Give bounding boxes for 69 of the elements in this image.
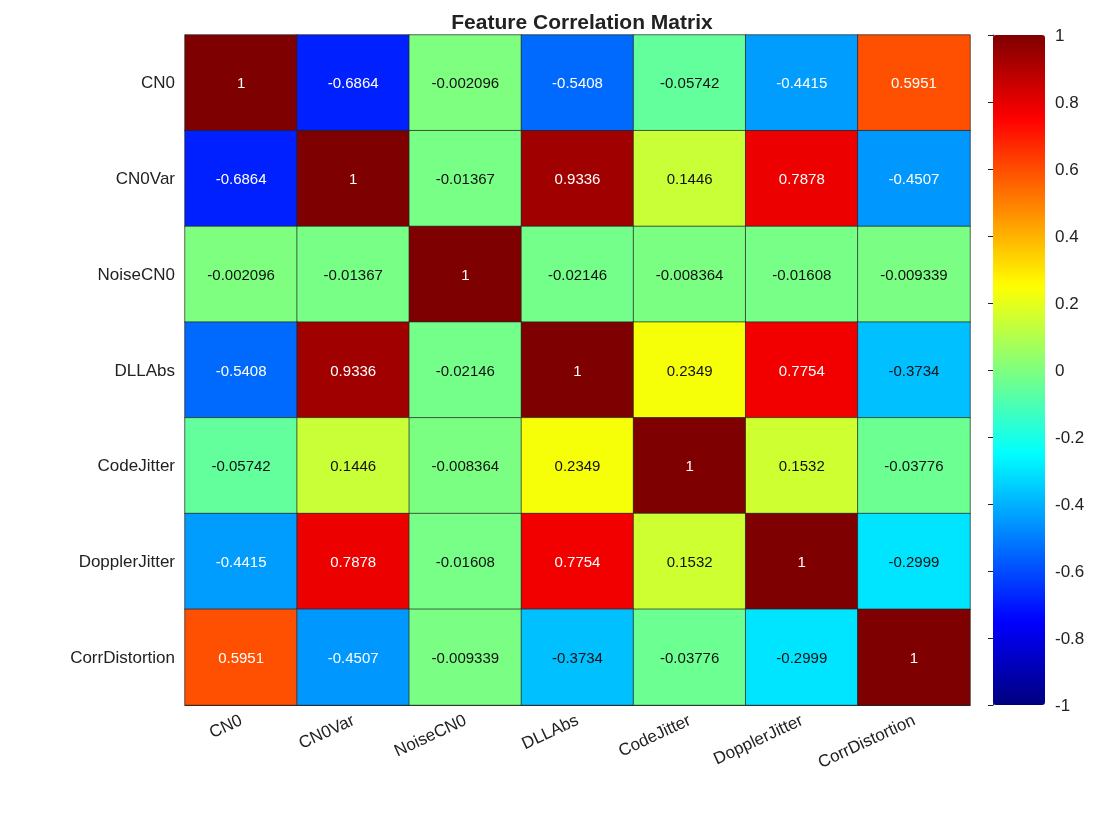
y-tick-label: DLLAbs: [114, 360, 175, 380]
data-label: 0.7754: [554, 552, 601, 570]
color-bar-label: 0: [1055, 360, 1065, 380]
data-label: -0.03776: [884, 457, 944, 475]
x-tick-label: CN0: [206, 710, 246, 742]
data-label: -0.5408: [215, 361, 267, 379]
color-bar-label: -0.8: [1055, 628, 1085, 648]
data-label: 0.9336: [554, 170, 601, 188]
data-label: -0.4507: [888, 170, 940, 188]
color-bar-label: -0.6: [1055, 561, 1085, 581]
data-label: -0.009339: [431, 648, 500, 666]
data-label: -0.01608: [435, 552, 495, 570]
data-label: -0.6864: [215, 170, 267, 188]
data-label: 1: [573, 361, 582, 379]
data-label: 1: [685, 457, 694, 475]
data-label: -0.002096: [431, 74, 500, 92]
y-tick-label: CorrDistortion: [70, 647, 175, 667]
data-label: 0.1532: [666, 552, 713, 570]
data-label: -0.002096: [207, 265, 275, 283]
data-label: 1: [797, 552, 806, 570]
data-label: -0.3734: [552, 648, 603, 666]
color-bar-label: -1: [1055, 695, 1071, 715]
color-bar-label: 0.4: [1055, 226, 1079, 246]
data-label: 0.7754: [778, 361, 825, 379]
data-label: -0.05742: [211, 457, 271, 475]
data-label: 1: [349, 170, 358, 188]
data-label: 0.7878: [330, 552, 377, 570]
y-tick-label: NoiseCN0: [97, 264, 175, 284]
data-label: 0.7878: [778, 170, 825, 188]
data-label: -0.02146: [547, 265, 608, 283]
data-label: -0.01608: [772, 265, 832, 283]
data-label: -0.009339: [880, 265, 948, 283]
data-label: -0.02146: [435, 361, 495, 379]
color-bar-label: 0.8: [1055, 92, 1079, 112]
y-tick-label: CN0: [140, 73, 175, 93]
y-tick-label: DopplerJitter: [78, 551, 176, 571]
data-label: -0.03776: [660, 648, 720, 666]
data-label: -0.4507: [327, 648, 379, 666]
data-label: 0.1446: [330, 457, 377, 475]
data-label: -0.008364: [655, 265, 724, 283]
data-label: 0.1446: [666, 170, 713, 188]
color-bar-label: 0.2: [1055, 293, 1079, 313]
data-label: -0.4415: [215, 552, 267, 570]
data-label: -0.3734: [888, 361, 940, 379]
data-label: 0.5951: [218, 648, 265, 666]
data-label: -0.05742: [660, 74, 720, 92]
data-label: 0.5951: [890, 74, 937, 92]
data-label: -0.01367: [435, 170, 495, 188]
data-label: -0.008364: [431, 457, 500, 475]
color-bar-label: -0.2: [1055, 427, 1085, 447]
data-label: 0.9336: [330, 361, 377, 379]
data-label: 1: [236, 74, 246, 92]
chart-title: Feature Correlation Matrix: [451, 10, 714, 33]
color-bar-label: 0.6: [1055, 159, 1079, 179]
color-bar-label: -0.4: [1055, 494, 1085, 514]
y-tick-label: CodeJitter: [97, 456, 176, 476]
data-label: -0.2999: [888, 552, 940, 570]
data-label: -0.6864: [327, 74, 379, 92]
data-label: 0.1532: [778, 457, 825, 475]
data-label: 1: [909, 648, 919, 666]
data-label: -0.4415: [776, 74, 828, 92]
data-label: 0.2349: [666, 361, 713, 379]
color-bar-label: 1: [1055, 25, 1065, 45]
data-label: -0.01367: [323, 265, 383, 283]
y-tick-label: CN0Var: [115, 169, 176, 189]
data-label: -0.5408: [552, 74, 603, 92]
data-label: -0.2999: [776, 648, 828, 666]
data-label: 0.2349: [554, 457, 601, 475]
data-label: 1: [461, 265, 470, 283]
